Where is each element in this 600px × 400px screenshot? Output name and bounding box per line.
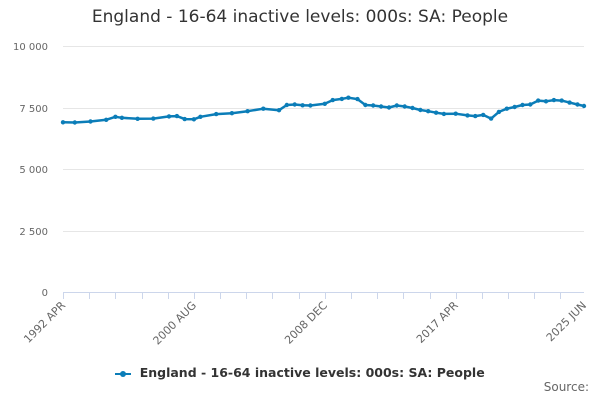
data-point[interactable] [402,104,407,109]
data-series [60,95,587,125]
data-point[interactable] [488,116,494,121]
data-point[interactable] [536,98,541,103]
data-point[interactable] [386,105,392,110]
gridlines [63,46,584,232]
data-point[interactable] [378,104,384,109]
data-point[interactable] [394,103,399,108]
data-point[interactable] [504,106,509,111]
data-point[interactable] [292,102,297,107]
data-point[interactable] [520,102,525,108]
data-point[interactable] [473,113,478,119]
x-axis-ticks: 1992 APR 2000 AUG 2008 DEC 2017 APR 2025 JUN [21,292,589,347]
data-point[interactable] [453,111,458,116]
data-point[interactable] [371,103,376,108]
data-point[interactable] [229,111,235,116]
data-point[interactable] [182,116,187,122]
data-point[interactable] [418,107,423,113]
data-point[interactable] [60,120,66,125]
y-tick-label: 7 500 [19,104,48,115]
data-point[interactable] [174,113,180,119]
data-point[interactable] [330,97,335,103]
data-point[interactable] [214,111,219,117]
data-point[interactable] [551,97,557,103]
data-point[interactable] [284,102,289,108]
data-point[interactable] [481,112,486,118]
data-point[interactable] [322,101,327,107]
source-label: Source: [543,380,589,394]
data-point[interactable] [198,114,203,120]
data-point[interactable] [543,99,549,104]
data-point[interactable] [119,115,125,121]
x-tick-label: 2008 DEC [282,299,330,347]
y-tick-label: 10 000 [13,42,48,53]
data-point[interactable] [433,110,439,115]
x-tick-label: 2025 JUN [544,299,589,344]
data-point[interactable] [276,108,282,113]
legend-dot [120,370,127,377]
data-point[interactable] [441,111,447,117]
data-point[interactable] [308,103,313,108]
data-point[interactable] [528,102,533,107]
x-tick-label: 2017 APR [414,299,461,346]
data-point[interactable] [567,100,572,105]
data-point[interactable] [261,106,266,111]
legend-line-icon [115,369,132,379]
y-tick-label: 2 500 [19,227,48,238]
data-point[interactable] [363,102,368,108]
data-point[interactable] [135,116,140,122]
data-point[interactable] [166,114,172,119]
data-point[interactable] [355,96,360,102]
data-point[interactable] [465,113,470,118]
y-axis-ticks: 0 2 500 5 000 7 500 10 000 [13,42,48,299]
data-point[interactable] [346,95,351,100]
data-point[interactable] [245,109,250,114]
data-point[interactable] [113,114,118,120]
data-point[interactable] [300,103,305,108]
data-point[interactable] [72,120,78,125]
data-point[interactable] [512,104,517,110]
data-point[interactable] [339,96,344,102]
chart-title: England - 16-64 inactive levels: 000s: S… [91,7,509,27]
data-point[interactable] [426,109,431,114]
data-point[interactable] [575,102,580,107]
data-point[interactable] [581,103,587,109]
x-tick-label: 1992 APR [21,299,68,346]
legend[interactable]: England - 16-64 inactive levels: 000s: S… [0,365,600,380]
data-point[interactable] [104,117,109,123]
y-tick-label: 5 000 [19,165,48,176]
legend-label: England - 16-64 inactive levels: 000s: S… [139,365,485,380]
data-point[interactable] [191,117,197,122]
data-point[interactable] [559,98,564,103]
x-tick-label: 2000 AUG [151,299,200,348]
data-point[interactable] [496,109,502,115]
data-point[interactable] [88,119,93,124]
data-point[interactable] [151,116,156,121]
data-point[interactable] [410,105,415,111]
y-tick-label: 0 [42,288,48,299]
